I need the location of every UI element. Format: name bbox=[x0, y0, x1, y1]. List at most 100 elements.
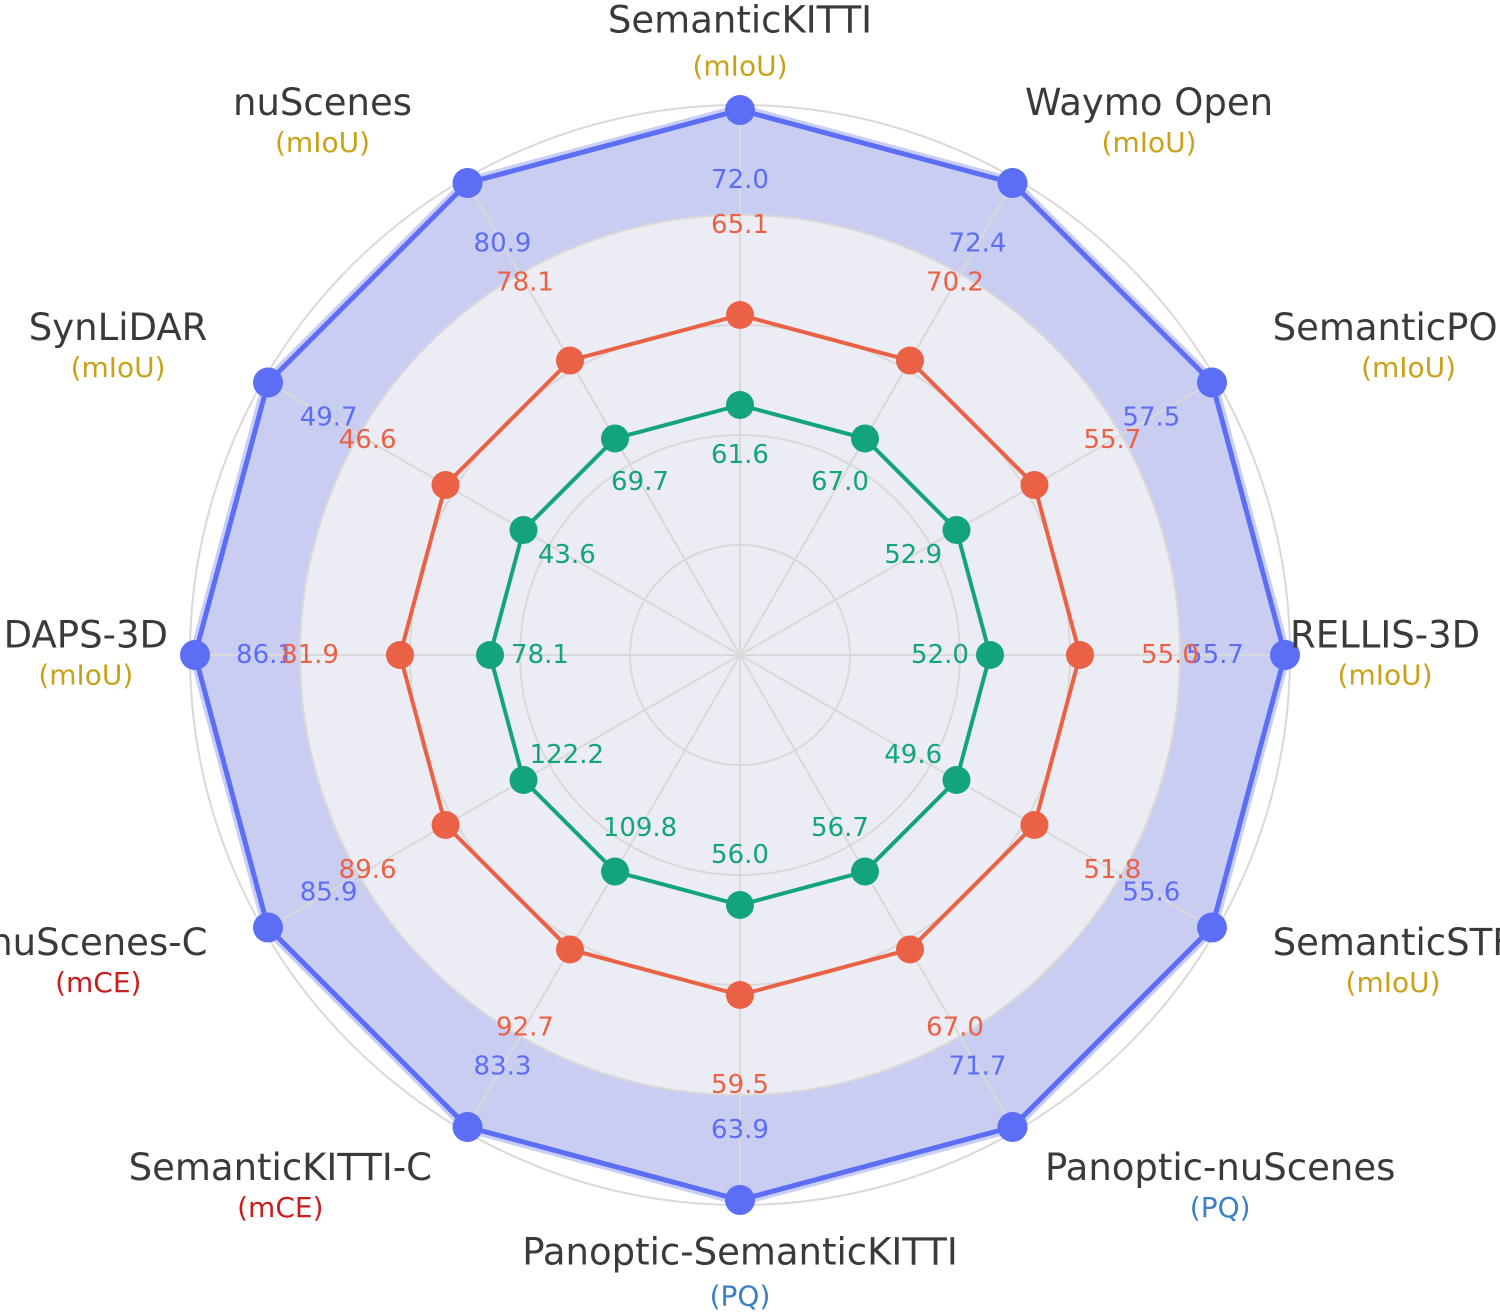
series-2-value-label-12: 78.1 bbox=[496, 268, 554, 298]
series-1-point-1 bbox=[725, 95, 755, 125]
series-1-point-3 bbox=[1196, 367, 1227, 398]
axis-name-6: Panoptic-nuScenes bbox=[1045, 1146, 1395, 1189]
series-3-point-2 bbox=[851, 424, 879, 453]
spoke-3 bbox=[739, 379, 1217, 656]
series-1-value-label-6: 71.7 bbox=[949, 1051, 1007, 1081]
series-3-point-8 bbox=[601, 857, 629, 886]
axis-metric-7: (PQ) bbox=[710, 1280, 771, 1313]
axis-name-4: RELLIS-3D bbox=[1290, 614, 1480, 657]
axis-name-11: SynLiDAR bbox=[29, 306, 208, 349]
axis-name-12: nuScenes bbox=[233, 81, 412, 124]
axis-name-3: SemanticPOSS bbox=[1273, 306, 1500, 349]
series-2-point-2 bbox=[896, 346, 924, 375]
series-1-value-label-3: 57.5 bbox=[1122, 403, 1180, 433]
series-2-value-label-2: 70.2 bbox=[926, 268, 984, 298]
series-1-point-10 bbox=[180, 640, 210, 670]
series-2-point-8 bbox=[556, 935, 584, 964]
series-3-point-11 bbox=[509, 516, 538, 544]
axis-name-1: SemanticKITTI bbox=[608, 0, 872, 42]
series-1-value-label-5: 55.6 bbox=[1122, 878, 1180, 908]
axis-metric-8: (mCE) bbox=[237, 1191, 323, 1224]
series-2-point-6 bbox=[896, 935, 924, 964]
series-1-value-label-10: 86.1 bbox=[236, 640, 294, 670]
series-3-point-12 bbox=[601, 424, 629, 453]
series-1-point-8 bbox=[452, 1111, 483, 1142]
series-2-point-11 bbox=[431, 471, 460, 499]
series-1-point-9 bbox=[253, 912, 284, 943]
series-1-value-label-7: 63.9 bbox=[711, 1115, 769, 1145]
axis-metric-12: (mIoU) bbox=[275, 126, 370, 159]
series-3-point-3 bbox=[942, 516, 971, 544]
series-1-point-5 bbox=[1196, 912, 1227, 943]
series-1-point-6 bbox=[997, 1111, 1028, 1142]
series-2-point-4 bbox=[1066, 641, 1094, 669]
axis-name-2: Waymo Open bbox=[1025, 81, 1273, 124]
series-1-value-label-11: 49.7 bbox=[300, 403, 358, 433]
series-2-value-label-4: 55.0 bbox=[1141, 640, 1199, 670]
series-2-point-7 bbox=[726, 981, 754, 1009]
series-1-value-label-8: 83.3 bbox=[474, 1051, 532, 1081]
series-1-point-4 bbox=[1270, 640, 1300, 670]
axis-name-8: SemanticKITTI-C bbox=[129, 1146, 432, 1189]
series-3-value-label-3: 52.9 bbox=[884, 540, 942, 570]
series-3-point-10 bbox=[476, 641, 504, 669]
axis-metric-5: (mIoU) bbox=[1346, 966, 1441, 999]
series-3-value-label-1: 61.6 bbox=[711, 440, 769, 470]
axis-metric-4: (mIoU) bbox=[1338, 659, 1433, 692]
spoke-9 bbox=[263, 654, 741, 931]
series-3-point-1 bbox=[726, 391, 754, 419]
series-1-point-2 bbox=[997, 168, 1028, 199]
series-3-value-label-11: 43.6 bbox=[538, 540, 596, 570]
spoke-11 bbox=[263, 379, 741, 656]
series-2-point-1 bbox=[726, 301, 754, 329]
spoke-6 bbox=[739, 654, 1016, 1132]
series-2-point-9 bbox=[431, 811, 460, 839]
series-2-point-12 bbox=[556, 346, 584, 375]
series-3-point-9 bbox=[509, 766, 538, 794]
series-2-point-5 bbox=[1020, 811, 1049, 839]
spoke-8 bbox=[464, 654, 741, 1132]
series-3-value-label-12: 69.7 bbox=[611, 467, 669, 497]
axis-metric-11: (mIoU) bbox=[71, 351, 166, 384]
axis-name-7: Panoptic-SemanticKITTI bbox=[522, 1231, 958, 1274]
series-1-value-label-12: 80.9 bbox=[474, 229, 532, 259]
axis-metric-10: (mIoU) bbox=[38, 659, 133, 692]
series-2-value-label-6: 67.0 bbox=[926, 1012, 984, 1042]
series-1-value-label-1: 72.0 bbox=[711, 165, 769, 195]
series-layer bbox=[180, 95, 1300, 1215]
spoke-5 bbox=[739, 654, 1217, 931]
series-3-value-label-5: 49.6 bbox=[884, 740, 942, 770]
series-3-point-4 bbox=[976, 641, 1004, 669]
axis-name-10: DAPS-3D bbox=[4, 614, 168, 657]
axis-metric-9: (mCE) bbox=[55, 966, 141, 999]
axis-metric-6: (PQ) bbox=[1190, 1191, 1251, 1224]
series-1-value-label-9: 85.9 bbox=[300, 878, 358, 908]
series-2-value-label-9: 89.6 bbox=[339, 855, 397, 885]
series-2-value-label-10: 81.9 bbox=[281, 640, 339, 670]
series-1-point-11 bbox=[253, 367, 284, 398]
series-3-value-label-7: 56.0 bbox=[711, 840, 769, 870]
series-2-point-3 bbox=[1020, 471, 1049, 499]
series-3-point-6 bbox=[851, 857, 879, 886]
axis-metric-1: (mIoU) bbox=[692, 50, 787, 83]
series-2-value-label-5: 51.8 bbox=[1083, 855, 1141, 885]
series-2-point-10 bbox=[386, 641, 414, 669]
series-2-value-label-8: 92.7 bbox=[496, 1012, 554, 1042]
series-3-point-5 bbox=[942, 766, 971, 794]
series-3-value-label-6: 56.7 bbox=[811, 813, 869, 843]
series-3-value-label-4: 52.0 bbox=[911, 640, 969, 670]
value-labels-layer: 72.072.457.555.755.671.763.983.385.986.1… bbox=[236, 165, 1244, 1145]
series-1-point-7 bbox=[725, 1185, 755, 1215]
series-1-value-label-4: 55.7 bbox=[1186, 640, 1244, 670]
series-3-value-label-10: 78.1 bbox=[511, 640, 569, 670]
series-3-value-label-9: 122.2 bbox=[530, 740, 604, 770]
axis-name-9: nuScenes-C bbox=[0, 921, 207, 964]
spoke-2 bbox=[739, 178, 1016, 656]
axis-metric-3: (mIoU) bbox=[1361, 351, 1456, 384]
series-1-point-12 bbox=[452, 168, 483, 199]
series-2-value-label-1: 65.1 bbox=[711, 210, 769, 240]
axis-name-5: SemanticSTF bbox=[1273, 921, 1500, 964]
series-3-value-label-2: 67.0 bbox=[811, 467, 869, 497]
